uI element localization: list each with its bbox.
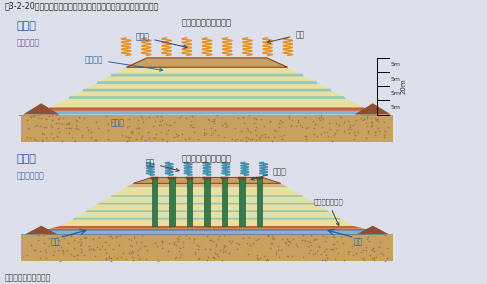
Text: 20m: 20m	[401, 78, 407, 94]
Bar	[169, 178, 174, 226]
Text: 浸出水: 浸出水	[111, 119, 125, 128]
Polygon shape	[133, 178, 281, 183]
Bar	[256, 177, 263, 179]
Text: 通気管: 通気管	[251, 167, 287, 180]
Polygon shape	[85, 210, 329, 212]
Polygon shape	[97, 82, 317, 83]
Polygon shape	[23, 103, 59, 114]
Polygon shape	[37, 111, 377, 114]
Bar	[152, 178, 157, 226]
Text: たまり水: たまり水	[85, 55, 163, 71]
Bar	[45, 229, 369, 230]
Polygon shape	[49, 226, 365, 229]
Polygon shape	[25, 226, 57, 234]
Text: 5m: 5m	[391, 91, 401, 96]
Text: 準好気的状態: 準好気的状態	[17, 172, 45, 181]
Bar	[203, 177, 211, 179]
Polygon shape	[42, 107, 372, 111]
Polygon shape	[355, 103, 391, 114]
Text: 廃棄物: 廃棄物	[135, 33, 187, 48]
Bar	[168, 177, 176, 179]
Text: 大気: 大気	[354, 237, 363, 246]
Polygon shape	[111, 195, 303, 197]
Text: 5m: 5m	[391, 77, 401, 82]
Text: 嫌気的状態: 嫌気的状態	[17, 38, 40, 47]
Polygon shape	[111, 74, 303, 76]
Bar	[365, 234, 385, 235]
Text: 実施前: 実施前	[17, 21, 37, 31]
Polygon shape	[98, 203, 316, 204]
Text: 大気: 大気	[51, 237, 60, 246]
Polygon shape	[356, 226, 389, 234]
Bar	[187, 178, 192, 226]
Bar	[21, 234, 393, 261]
Text: 5m: 5m	[391, 105, 401, 110]
Text: 覆土: 覆土	[267, 30, 304, 43]
Bar	[240, 178, 244, 226]
Text: 温室効果の大きいガス: 温室効果の大きいガス	[182, 18, 232, 27]
Bar	[360, 114, 383, 116]
Bar	[186, 177, 193, 179]
Bar	[21, 234, 41, 235]
Polygon shape	[73, 218, 341, 220]
Text: 5m: 5m	[391, 62, 401, 68]
Polygon shape	[60, 187, 354, 226]
Bar	[222, 178, 227, 226]
Bar	[19, 114, 41, 116]
Bar	[45, 230, 369, 234]
Bar	[238, 177, 246, 179]
Bar	[205, 178, 209, 226]
Polygon shape	[83, 89, 331, 91]
Bar	[221, 177, 228, 179]
Bar	[150, 177, 158, 179]
Bar	[21, 114, 393, 142]
Text: 図3-2-20　閉鎖処分場の温室効果ガス排出削減に伴う環境改善事業: 図3-2-20 閉鎖処分場の温室効果ガス排出削減に伴う環境改善事業	[5, 1, 159, 11]
Polygon shape	[126, 183, 288, 187]
Text: 浸出水集排水管: 浸出水集排水管	[313, 199, 343, 225]
Text: 実施後: 実施後	[17, 154, 37, 164]
Polygon shape	[69, 97, 345, 99]
Text: 温室効果の小さいガス: 温室効果の小さいガス	[182, 154, 232, 163]
Bar	[257, 178, 262, 226]
Text: 砕石: 砕石	[146, 158, 179, 172]
Polygon shape	[126, 58, 288, 67]
Text: 出典：東急建設（株）: 出典：東急建設（株）	[5, 273, 51, 283]
Polygon shape	[51, 67, 363, 107]
